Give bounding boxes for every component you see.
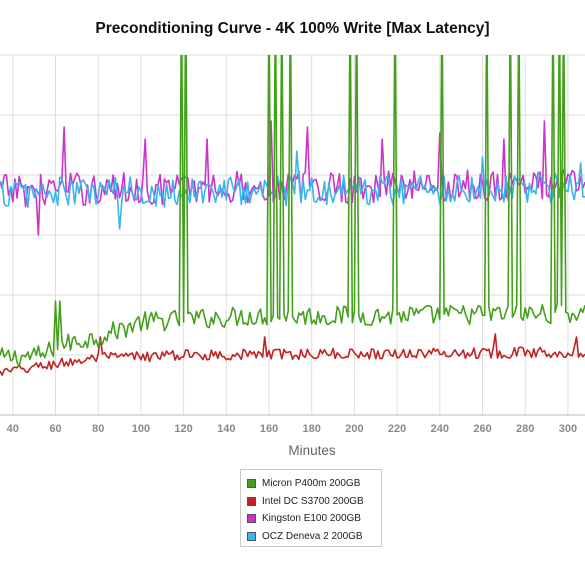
legend-label: Micron P400m 200GB: [262, 478, 361, 490]
legend-item: OCZ Deneva 2 200GB: [247, 528, 381, 546]
series-layer: [0, 55, 585, 376]
legend-swatch: [247, 496, 256, 506]
x-axis: 40 60 80 100 120 140 160 180 200 220 240 260 280 300: [0, 414, 585, 435]
x-tick-label: 60: [49, 423, 61, 435]
x-tick-label: 100: [132, 423, 150, 435]
x-tick-label: 200: [345, 423, 363, 435]
series-line-micron-p400m-200gb: [0, 55, 585, 368]
x-tick-label: 80: [92, 423, 104, 435]
x-tick-label: 40: [7, 423, 19, 435]
x-tick-label: 300: [559, 423, 577, 435]
x-tick-label: 160: [260, 423, 278, 435]
x-axis-title: Minutes: [288, 443, 336, 458]
legend-swatch: [247, 479, 256, 489]
x-tick-label: 180: [303, 423, 321, 435]
x-tick-label: 140: [217, 423, 235, 435]
legend-label: Intel DC S3700 200GB: [262, 495, 364, 507]
x-tick-label: 220: [388, 423, 406, 435]
chart-title: Preconditioning Curve - 4K 100% Write [M…: [95, 20, 490, 37]
legend-item: Intel DC S3700 200GB: [247, 493, 381, 511]
legend-item: Kingston E100 200GB: [247, 510, 381, 528]
x-tick-label: 240: [431, 423, 449, 435]
x-tick-label: 280: [516, 423, 534, 435]
legend-swatch: [247, 514, 256, 524]
legend-label: OCZ Deneva 2 200GB: [262, 530, 363, 542]
legend: Micron P400m 200GB Intel DC S3700 200GB Ki…: [240, 469, 382, 547]
x-tick-label: 260: [473, 423, 491, 435]
legend-item: Micron P400m 200GB: [247, 475, 381, 493]
legend-label: Kingston E100 200GB: [262, 513, 361, 525]
series-line-intel-dc-s3700-200gb: [0, 333, 585, 376]
x-tick-label: 120: [174, 423, 192, 435]
legend-swatch: [247, 531, 256, 541]
